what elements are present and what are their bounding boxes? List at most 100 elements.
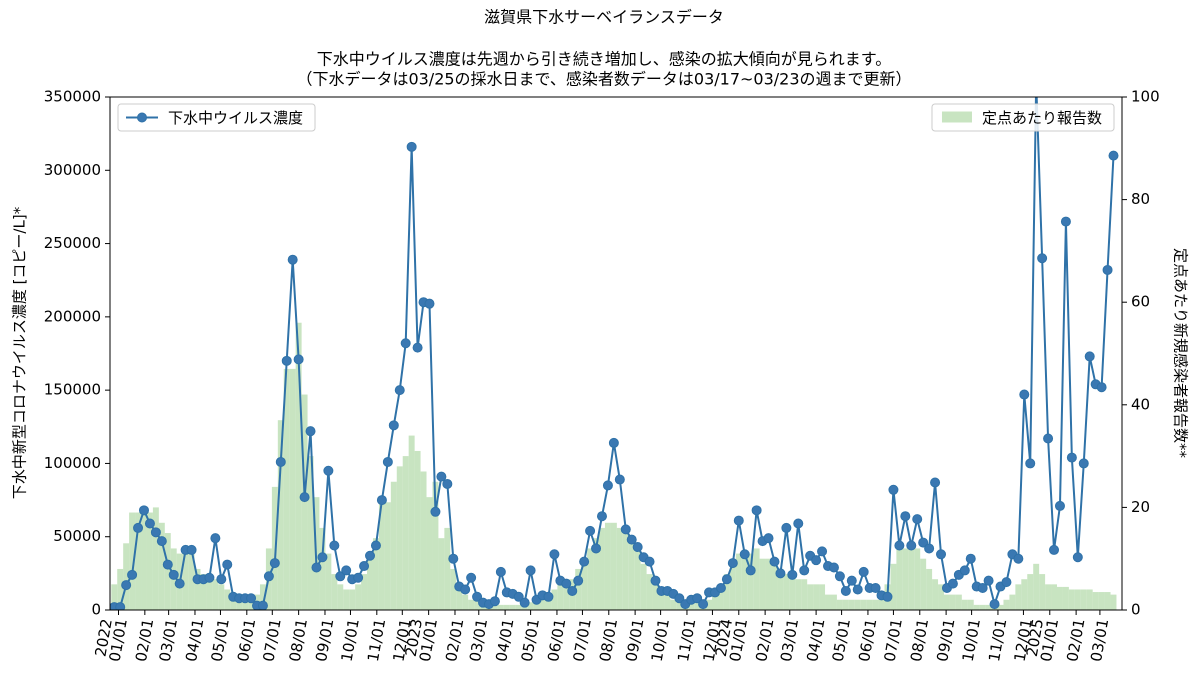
bar <box>670 599 677 610</box>
bar-layer <box>111 322 1117 610</box>
bar <box>456 589 463 610</box>
point <box>216 574 227 585</box>
bar <box>420 471 427 610</box>
point <box>186 544 197 555</box>
bar <box>438 538 445 610</box>
point <box>888 484 899 495</box>
point <box>281 355 292 366</box>
bar <box>462 594 469 610</box>
bar <box>289 368 296 610</box>
point <box>811 555 822 566</box>
bar <box>361 574 368 610</box>
point <box>495 566 506 577</box>
bar <box>295 322 302 610</box>
point <box>293 354 304 365</box>
point <box>1054 500 1065 511</box>
point <box>400 338 411 349</box>
bar <box>759 558 766 610</box>
bar <box>836 599 843 610</box>
x-tick-label: 08/01 <box>286 617 311 663</box>
bar <box>1110 594 1117 610</box>
axes: 0 50000 100000 150000 200000 250000 300000 3500… <box>44 88 1160 664</box>
point <box>650 575 661 586</box>
point <box>852 584 863 595</box>
bar <box>390 481 397 610</box>
bar <box>747 553 754 610</box>
legend-swatch <box>137 112 147 123</box>
point <box>906 540 917 551</box>
bar <box>622 527 629 610</box>
bar <box>729 563 736 610</box>
y-tick-label: 350000 <box>44 88 101 106</box>
x-tick-label: 04/01 <box>182 617 207 663</box>
point <box>394 385 405 396</box>
point <box>1078 458 1089 469</box>
bar <box>735 553 742 610</box>
bar <box>967 599 974 610</box>
bar <box>152 507 159 610</box>
point <box>644 556 655 567</box>
bar <box>188 553 195 610</box>
point <box>1019 389 1030 400</box>
point <box>466 572 477 583</box>
point <box>674 593 685 604</box>
bar <box>224 589 231 610</box>
point <box>930 477 941 488</box>
bar <box>741 553 748 610</box>
point <box>210 533 221 544</box>
point <box>602 480 613 491</box>
point <box>257 600 268 610</box>
bar <box>557 584 564 610</box>
bar <box>259 584 266 610</box>
bar <box>616 527 623 610</box>
bar <box>1021 579 1028 610</box>
bar <box>753 548 760 610</box>
bar <box>372 538 379 610</box>
bar <box>908 543 915 610</box>
bar <box>712 594 718 610</box>
bar <box>599 527 605 610</box>
bar <box>307 456 314 610</box>
point <box>1108 150 1119 161</box>
point <box>769 556 780 567</box>
y-axis-label: 下水中新型コロナウイルス濃度 [コピー/L]* <box>11 206 29 499</box>
point <box>936 549 947 560</box>
bar <box>610 522 617 610</box>
bar <box>777 568 784 610</box>
bar <box>432 481 439 610</box>
bar <box>283 368 290 610</box>
bar <box>331 574 338 610</box>
point <box>436 471 447 482</box>
point <box>781 522 792 533</box>
bar <box>955 594 962 610</box>
bar <box>206 574 213 610</box>
bar <box>604 522 611 610</box>
bar <box>527 602 534 610</box>
point <box>442 478 453 489</box>
point <box>275 456 286 467</box>
point <box>382 456 393 467</box>
bar <box>444 527 451 610</box>
legend-label: 下水中ウイルス濃度 <box>168 109 303 127</box>
point <box>1043 433 1054 444</box>
x-tick-label: 04/01 <box>803 617 828 663</box>
bar <box>830 594 837 610</box>
bar <box>402 456 409 610</box>
point <box>840 585 851 596</box>
point <box>614 474 625 485</box>
point <box>174 578 185 589</box>
bar <box>813 584 820 610</box>
point <box>965 553 976 564</box>
bar <box>634 548 641 610</box>
y-tick-label: 200000 <box>44 307 101 325</box>
point <box>632 541 643 552</box>
x-tick-label: 10/01 <box>648 617 673 663</box>
point <box>329 540 340 551</box>
bar <box>801 579 808 610</box>
bar <box>783 574 790 610</box>
x-tick-label: 03/01 <box>1087 617 1112 663</box>
bar <box>182 553 189 610</box>
bar <box>1104 592 1111 610</box>
bar <box>890 563 897 610</box>
